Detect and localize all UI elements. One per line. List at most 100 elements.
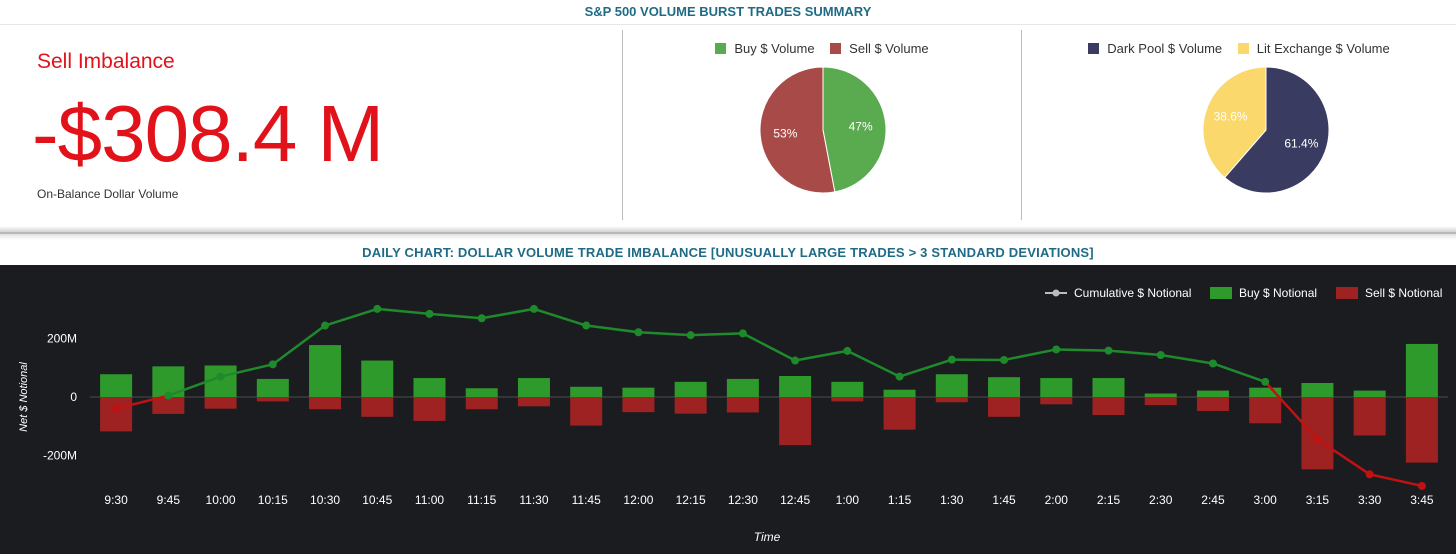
cumulative-point[interactable] bbox=[1365, 470, 1374, 479]
cumulative-point[interactable] bbox=[216, 372, 225, 381]
buy-bar[interactable] bbox=[674, 381, 707, 397]
buy-bar[interactable] bbox=[361, 360, 394, 397]
x-tick-label: 3:00 bbox=[1254, 493, 1278, 507]
sell-bar[interactable] bbox=[1301, 397, 1334, 470]
sell-bar[interactable] bbox=[674, 397, 707, 414]
pie-slice-sell-volume[interactable] bbox=[759, 66, 836, 194]
sell-bar[interactable] bbox=[100, 397, 133, 432]
buy-bar[interactable] bbox=[935, 374, 968, 397]
buy-bar[interactable] bbox=[883, 389, 916, 397]
pie-slice-buy-volume[interactable] bbox=[822, 66, 887, 193]
buy-bar[interactable] bbox=[1092, 378, 1125, 397]
cumulative-point[interactable] bbox=[373, 304, 382, 313]
sell-bar[interactable] bbox=[1405, 397, 1438, 463]
cumulative-point[interactable] bbox=[738, 329, 747, 338]
buy-bar[interactable] bbox=[517, 378, 550, 397]
y-axis-label: Net $ Notional bbox=[18, 362, 30, 432]
dark-lit-pie-chart: 61.4% 38.6% bbox=[1202, 66, 1330, 194]
legend-swatch bbox=[715, 43, 727, 54]
cumulative-point[interactable] bbox=[1156, 351, 1165, 359]
pie-slice-lit-exchange-volume[interactable] bbox=[1202, 66, 1267, 179]
cumulative-line-segment bbox=[1316, 438, 1371, 476]
sell-bar[interactable] bbox=[935, 397, 968, 403]
panel-divider bbox=[622, 30, 623, 220]
sell-bar[interactable] bbox=[517, 397, 550, 407]
cumulative-point[interactable] bbox=[1261, 377, 1270, 386]
cumulative-point[interactable] bbox=[843, 346, 852, 355]
legend-item-cumulative[interactable]: Cumulative $ Notional bbox=[1045, 286, 1191, 300]
pie-slice-dark-pool-volume[interactable] bbox=[1223, 66, 1330, 194]
sell-bar[interactable] bbox=[883, 397, 916, 430]
sell-bar[interactable] bbox=[1353, 397, 1386, 436]
pie-slice-label: 47% bbox=[849, 119, 873, 133]
buy-bar[interactable] bbox=[1405, 343, 1438, 397]
cumulative-point[interactable] bbox=[268, 360, 277, 369]
cumulative-point[interactable] bbox=[425, 309, 434, 318]
sell-bar[interactable] bbox=[988, 397, 1021, 417]
buy-bar[interactable] bbox=[622, 387, 655, 397]
cumulative-line-segment bbox=[272, 324, 326, 366]
legend-item-dark-pool[interactable]: Dark Pool $ Volume bbox=[1088, 41, 1222, 56]
buy-bar[interactable] bbox=[413, 378, 446, 397]
buy-bar[interactable] bbox=[1196, 390, 1229, 397]
sell-bar[interactable] bbox=[1040, 397, 1073, 405]
buy-bar[interactable] bbox=[831, 381, 864, 397]
sell-bar[interactable] bbox=[256, 397, 289, 402]
buy-bar[interactable] bbox=[779, 376, 812, 397]
legend-item-buy-volume[interactable]: Buy $ Volume bbox=[715, 41, 815, 56]
buy-bar[interactable] bbox=[465, 388, 498, 397]
buy-bar[interactable] bbox=[1040, 378, 1073, 397]
cumulative-point[interactable] bbox=[1052, 345, 1061, 354]
cumulative-point[interactable] bbox=[1104, 346, 1113, 355]
sell-bar[interactable] bbox=[831, 397, 864, 402]
sell-bar[interactable] bbox=[1249, 397, 1282, 424]
buy-bar[interactable] bbox=[1144, 393, 1177, 398]
buy-bar[interactable] bbox=[309, 345, 342, 397]
cumulative-point[interactable] bbox=[1208, 359, 1217, 368]
cumulative-point[interactable] bbox=[529, 304, 538, 313]
sell-bar[interactable] bbox=[570, 397, 603, 426]
cumulative-point[interactable] bbox=[1000, 355, 1009, 364]
buy-bar[interactable] bbox=[100, 374, 133, 397]
sell-bar[interactable] bbox=[204, 397, 237, 409]
sell-bar[interactable] bbox=[622, 397, 655, 413]
legend-item-buy-notional[interactable]: Buy $ Notional bbox=[1210, 286, 1317, 300]
cumulative-point[interactable] bbox=[791, 356, 800, 365]
sell-bar[interactable] bbox=[1196, 397, 1229, 411]
sell-bar[interactable] bbox=[413, 397, 446, 421]
buy-bar[interactable] bbox=[1353, 390, 1386, 397]
cumulative-line-segment bbox=[377, 307, 430, 316]
legend-item-sell-volume[interactable]: Sell $ Volume bbox=[830, 41, 929, 56]
cumulative-point[interactable] bbox=[112, 404, 121, 413]
sell-bar[interactable] bbox=[726, 397, 759, 413]
cumulative-point[interactable] bbox=[634, 328, 643, 337]
cumulative-line-segment bbox=[1212, 362, 1266, 384]
buy-bar[interactable] bbox=[1301, 383, 1334, 397]
cumulative-point[interactable] bbox=[686, 331, 695, 340]
cumulative-point[interactable] bbox=[947, 355, 956, 364]
cumulative-point[interactable] bbox=[1417, 481, 1426, 490]
sell-bar[interactable] bbox=[779, 397, 812, 446]
x-tick-label: 9:45 bbox=[157, 493, 181, 507]
cumulative-point[interactable] bbox=[321, 321, 330, 330]
sell-bar[interactable] bbox=[309, 397, 342, 410]
sell-bar[interactable] bbox=[465, 397, 498, 410]
sell-bar[interactable] bbox=[1144, 397, 1177, 406]
buy-bar[interactable] bbox=[988, 377, 1021, 397]
sell-bar[interactable] bbox=[361, 397, 394, 417]
legend-item-lit-exchange[interactable]: Lit Exchange $ Volume bbox=[1237, 41, 1390, 56]
buy-bar[interactable] bbox=[1249, 387, 1282, 397]
buy-bar[interactable] bbox=[256, 378, 289, 397]
sell-bar[interactable] bbox=[152, 397, 185, 414]
sell-bar[interactable] bbox=[1092, 397, 1125, 416]
cumulative-point[interactable] bbox=[477, 314, 486, 323]
legend-item-sell-notional[interactable]: Sell $ Notional bbox=[1336, 286, 1442, 300]
cumulative-line-segment bbox=[1369, 473, 1423, 488]
buy-bar[interactable] bbox=[570, 386, 603, 397]
buy-bar[interactable] bbox=[726, 378, 759, 397]
cumulative-line-segment bbox=[586, 324, 639, 334]
cumulative-point[interactable] bbox=[1313, 435, 1322, 444]
cumulative-point[interactable] bbox=[582, 321, 591, 330]
cumulative-point[interactable] bbox=[164, 391, 173, 400]
cumulative-point[interactable] bbox=[895, 372, 904, 381]
